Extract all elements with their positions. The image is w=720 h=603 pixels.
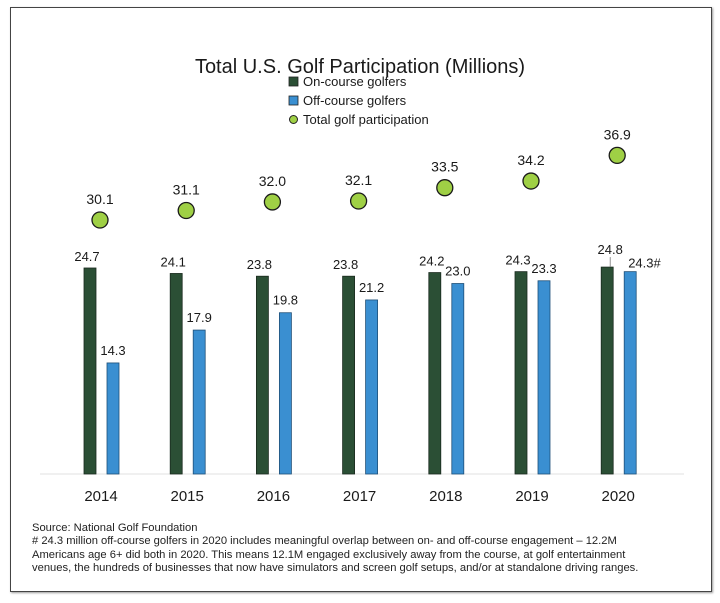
data-label-off-course: 14.3 <box>100 343 125 358</box>
bar-off-course <box>106 362 120 475</box>
bar-on-course <box>83 267 97 475</box>
bar-on-course <box>600 266 614 475</box>
point-total <box>349 192 368 210</box>
data-label-on-course: 24.3 <box>505 253 530 268</box>
legend-swatch <box>289 115 298 124</box>
point-total <box>177 201 195 220</box>
data-label-on-course: 23.8 <box>333 257 358 272</box>
legend: On-course golfers Off-course golfers Total… <box>288 74 429 127</box>
x-tick-label: 2019 <box>515 488 548 505</box>
bar-off-course <box>451 283 465 475</box>
data-label-off-course: 23.0 <box>445 264 470 279</box>
chart-notes: Source: National Golf Foundation # 24.3 … <box>32 522 702 576</box>
data-label-off-course: 19.8 <box>273 293 298 308</box>
chart-title: Total U.S. Golf Participation (Millions) <box>195 56 525 78</box>
bar-on-course <box>255 275 269 475</box>
data-label-off-course: 24.3# <box>628 256 661 271</box>
chart-frame <box>10 7 712 592</box>
x-tick-label: 2014 <box>84 488 117 505</box>
footnote-line: venues, the hundreds of businesses that … <box>32 562 639 575</box>
legend-label: Total golf participation <box>303 112 429 127</box>
footnote-line: # 24.3 million off-course golfers in 202… <box>32 535 617 548</box>
point-total <box>608 146 626 165</box>
bar-off-course <box>192 329 206 475</box>
data-label-total: 36.9 <box>604 126 631 142</box>
point-total <box>522 172 540 190</box>
x-tick-label: 2018 <box>429 488 462 505</box>
legend-label: Off-course golfers <box>303 93 407 108</box>
data-label-on-course: 23.8 <box>247 257 272 272</box>
bar-on-course <box>428 272 442 475</box>
data-label-off-course: 23.3 <box>531 261 556 276</box>
bar-off-course <box>537 280 551 475</box>
data-label-off-course: 21.2 <box>359 280 384 295</box>
footnote-line: Americans age 6+ did both in 2020. This … <box>32 548 626 561</box>
x-tick-label: 2015 <box>171 488 204 505</box>
data-label-on-course: 24.7 <box>74 249 99 264</box>
legend-swatch <box>288 76 299 87</box>
data-label-total: 31.1 <box>173 182 200 198</box>
point-total <box>91 211 109 229</box>
bar-off-course <box>278 312 292 475</box>
legend-swatch <box>288 95 299 106</box>
data-label-on-course: 24.2 <box>419 254 444 269</box>
bar-on-course <box>169 273 183 475</box>
x-tick-label: 2020 <box>602 488 635 505</box>
data-label-total: 32.0 <box>259 173 286 189</box>
source-note: Source: National Golf Foundation <box>32 522 198 534</box>
data-label-total: 33.5 <box>431 159 458 175</box>
data-label-off-course: 17.9 <box>187 310 212 325</box>
data-label-on-course: 24.8 <box>598 242 623 257</box>
bar-off-course <box>623 271 637 475</box>
point-total <box>263 193 282 211</box>
data-label-total: 30.1 <box>86 191 113 207</box>
data-label-total: 32.1 <box>345 172 372 188</box>
data-label-total: 34.2 <box>517 152 544 168</box>
bar-on-course <box>514 271 528 475</box>
bar-on-course <box>342 275 356 475</box>
x-tick-label: 2017 <box>343 488 376 505</box>
point-total <box>436 179 454 197</box>
bar-off-course <box>365 299 379 475</box>
data-label-on-course: 24.1 <box>161 254 186 269</box>
x-tick-label: 2016 <box>257 488 290 505</box>
legend-label: On-course golfers <box>303 74 407 89</box>
